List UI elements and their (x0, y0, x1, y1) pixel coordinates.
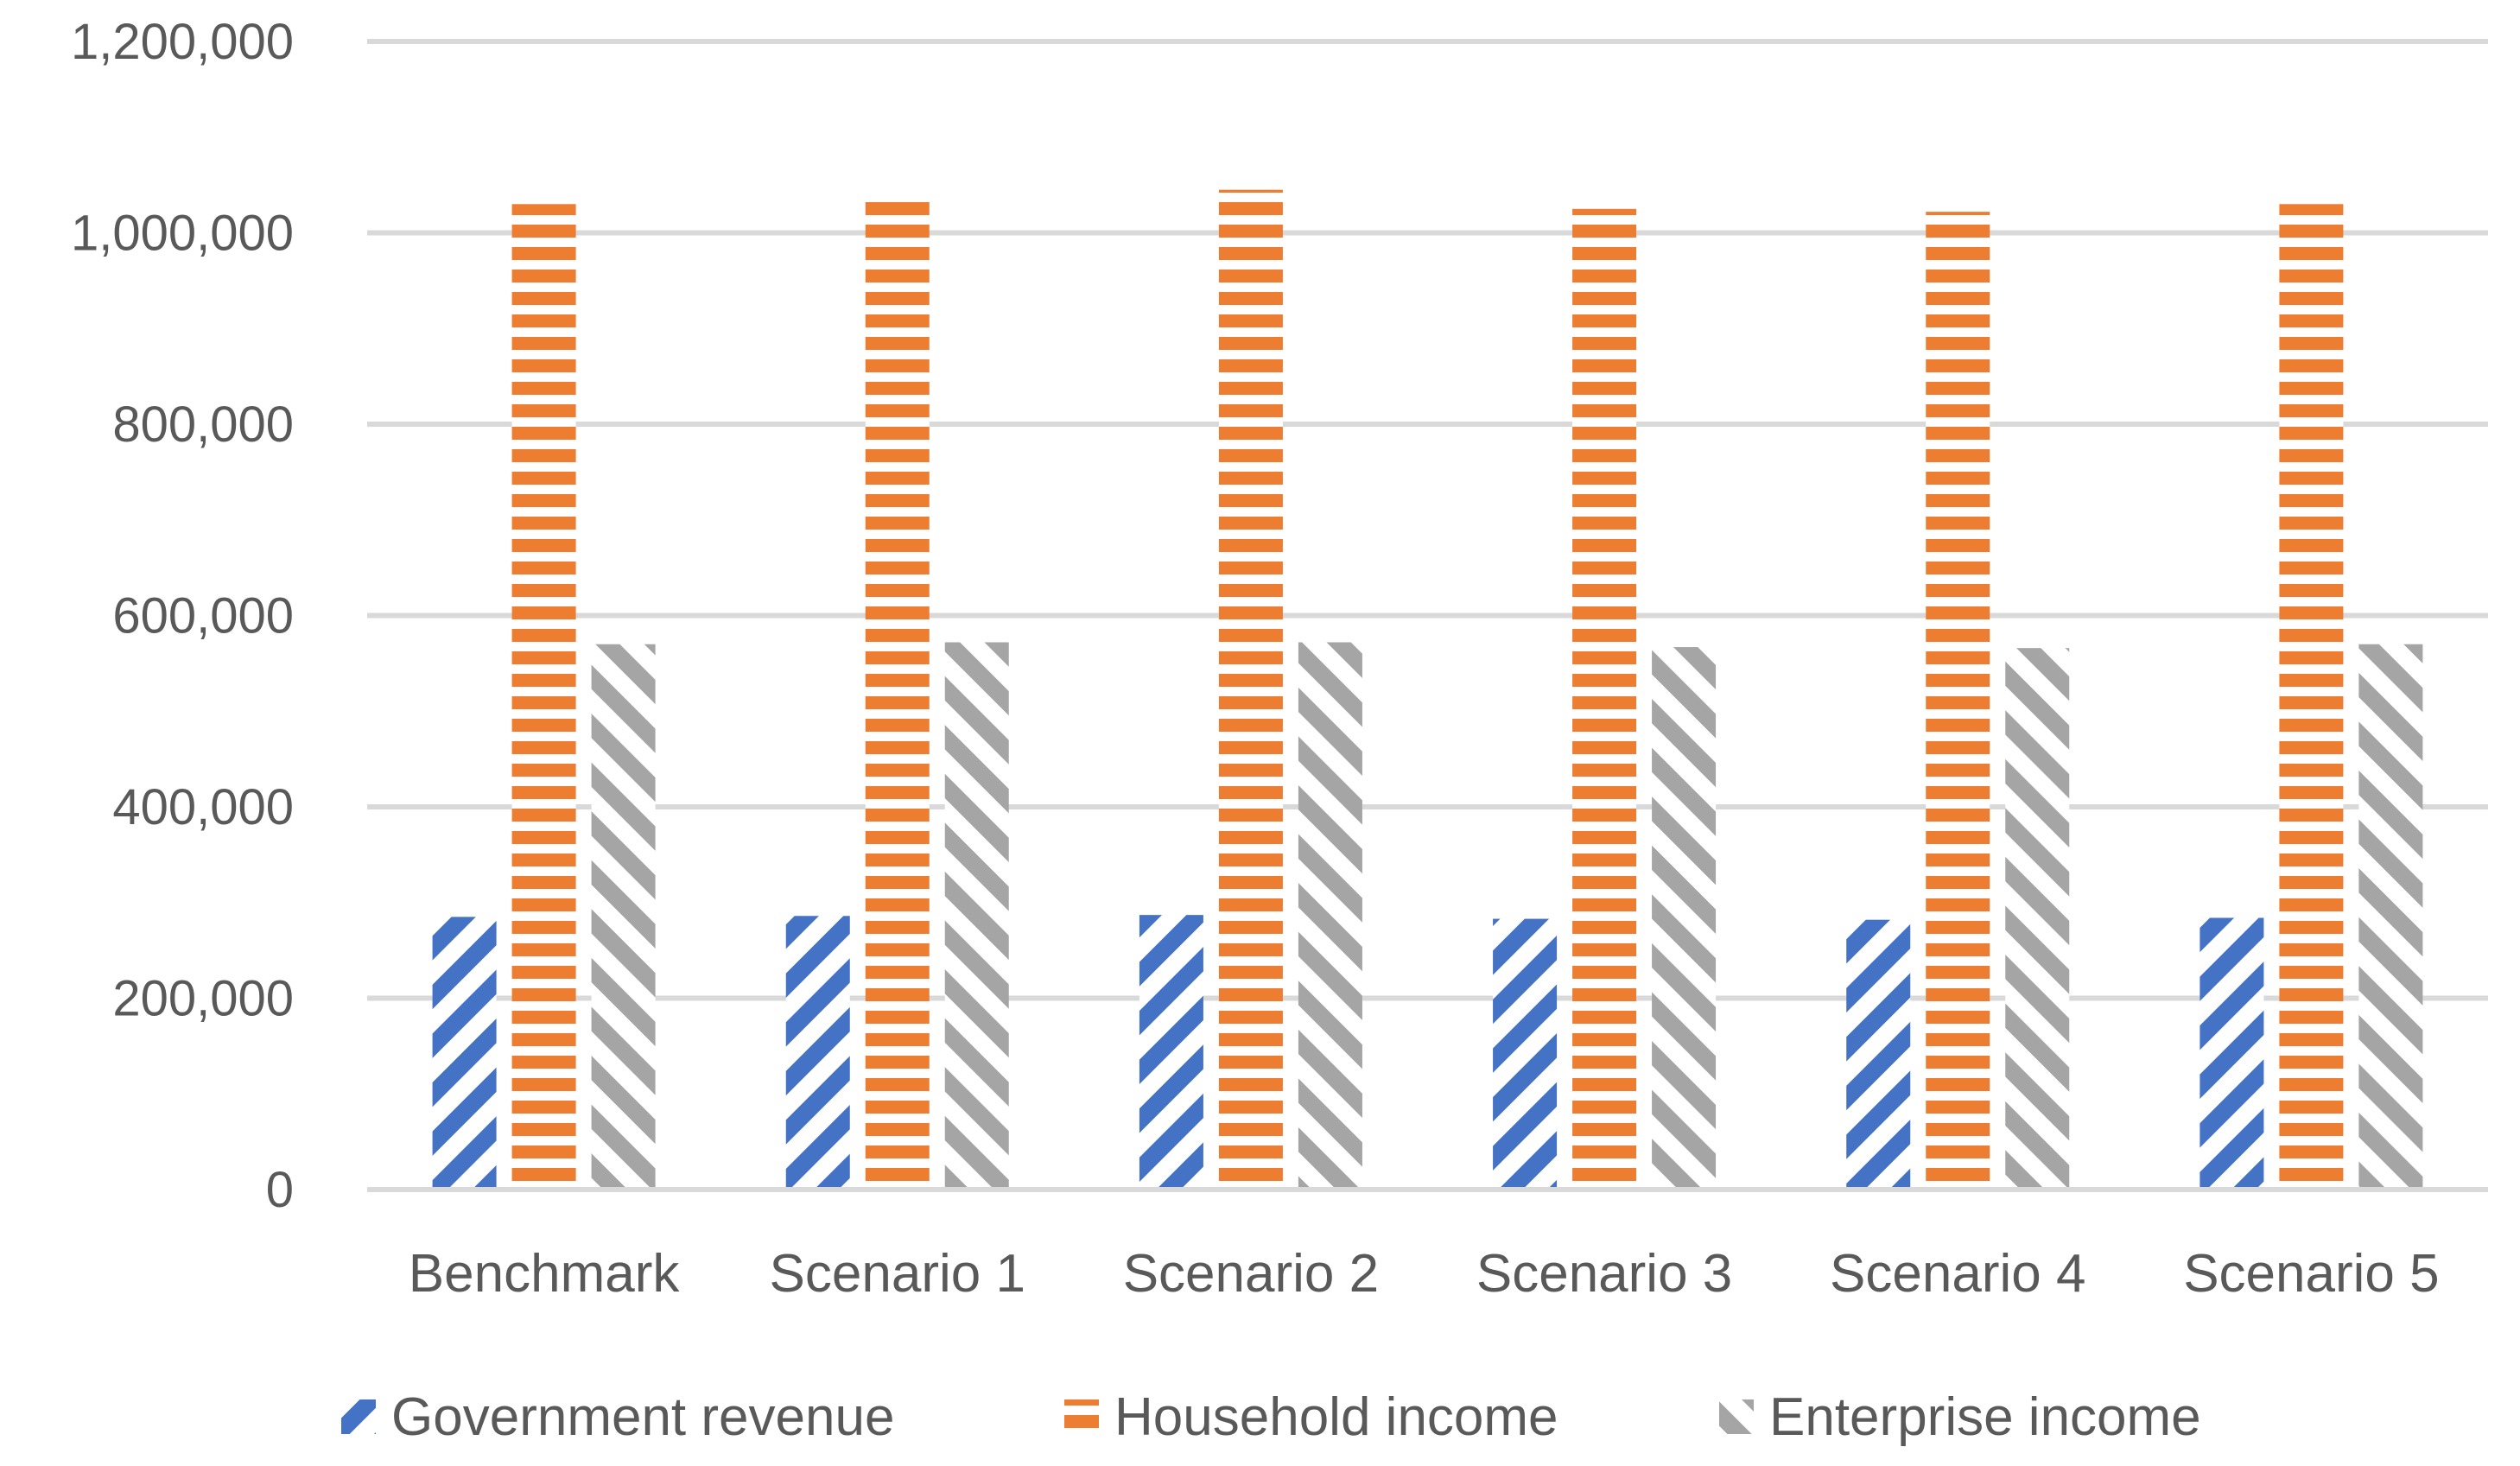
legend-swatch (341, 1399, 376, 1434)
bar-enterprise-income-scenario-3 (1652, 647, 1717, 1190)
bar-household-income-scenario-3 (1572, 208, 1637, 1190)
gridlines (367, 39, 2488, 1001)
bar-enterprise-income-scenario-1 (944, 642, 1009, 1190)
bar-enterprise-income-benchmark (591, 644, 656, 1190)
y-tick-label: 1,200,000 (71, 14, 294, 70)
y-tick-label: 200,000 (112, 971, 294, 1027)
bar-enterprise-income-scenario-2 (1298, 642, 1362, 1190)
legend-label: Household income (1114, 1387, 1558, 1447)
bar-household-income-scenario-2 (1218, 189, 1283, 1190)
bars (432, 189, 2423, 1190)
bar-household-income-scenario-4 (1926, 212, 1990, 1190)
y-tick-label: 1,000,000 (71, 206, 294, 262)
legend-swatch (1064, 1399, 1099, 1434)
x-category-label: Scenario 1 (770, 1244, 1025, 1304)
x-category-label: Scenario 2 (1123, 1244, 1379, 1304)
y-tick-label: 600,000 (112, 588, 294, 644)
y-tick-label: 400,000 (112, 779, 294, 835)
y-tick-label: 800,000 (112, 397, 294, 453)
bar-government-revenue-scenario-2 (1139, 915, 1203, 1190)
bar-household-income-scenario-5 (2279, 204, 2344, 1190)
legend: Government revenue Household income Enterp… (341, 1387, 2201, 1447)
x-category-label: Scenario 5 (2183, 1244, 2439, 1304)
bar-government-revenue-scenario-3 (1493, 918, 1558, 1190)
bar-household-income-benchmark (511, 204, 576, 1190)
bar-government-revenue-benchmark (432, 917, 497, 1190)
x-category-label: Benchmark (409, 1244, 681, 1304)
legend-swatch (1719, 1399, 1754, 1434)
bar-household-income-scenario-1 (865, 194, 930, 1190)
bar-enterprise-income-scenario-5 (2358, 644, 2423, 1190)
y-tick-label: 0 (266, 1162, 294, 1218)
x-category-label: Scenario 4 (1830, 1244, 2085, 1304)
bar-enterprise-income-scenario-4 (2005, 648, 2070, 1190)
bar-government-revenue-scenario-4 (1846, 919, 1911, 1190)
y-axis-tick-labels: 0 200,000 400,000 600,000 800,000 1,000,000 1,… (71, 14, 294, 1218)
x-axis-category-labels: Benchmark Scenario 1 Scenario 2 Scenario 3 S… (409, 1244, 2440, 1304)
legend-label: Enterprise income (1769, 1387, 2201, 1447)
legend-label: Government revenue (391, 1387, 894, 1447)
bar-government-revenue-scenario-1 (785, 916, 850, 1190)
bar-government-revenue-scenario-5 (2199, 917, 2264, 1190)
x-category-label: Scenario 3 (1476, 1244, 1732, 1304)
